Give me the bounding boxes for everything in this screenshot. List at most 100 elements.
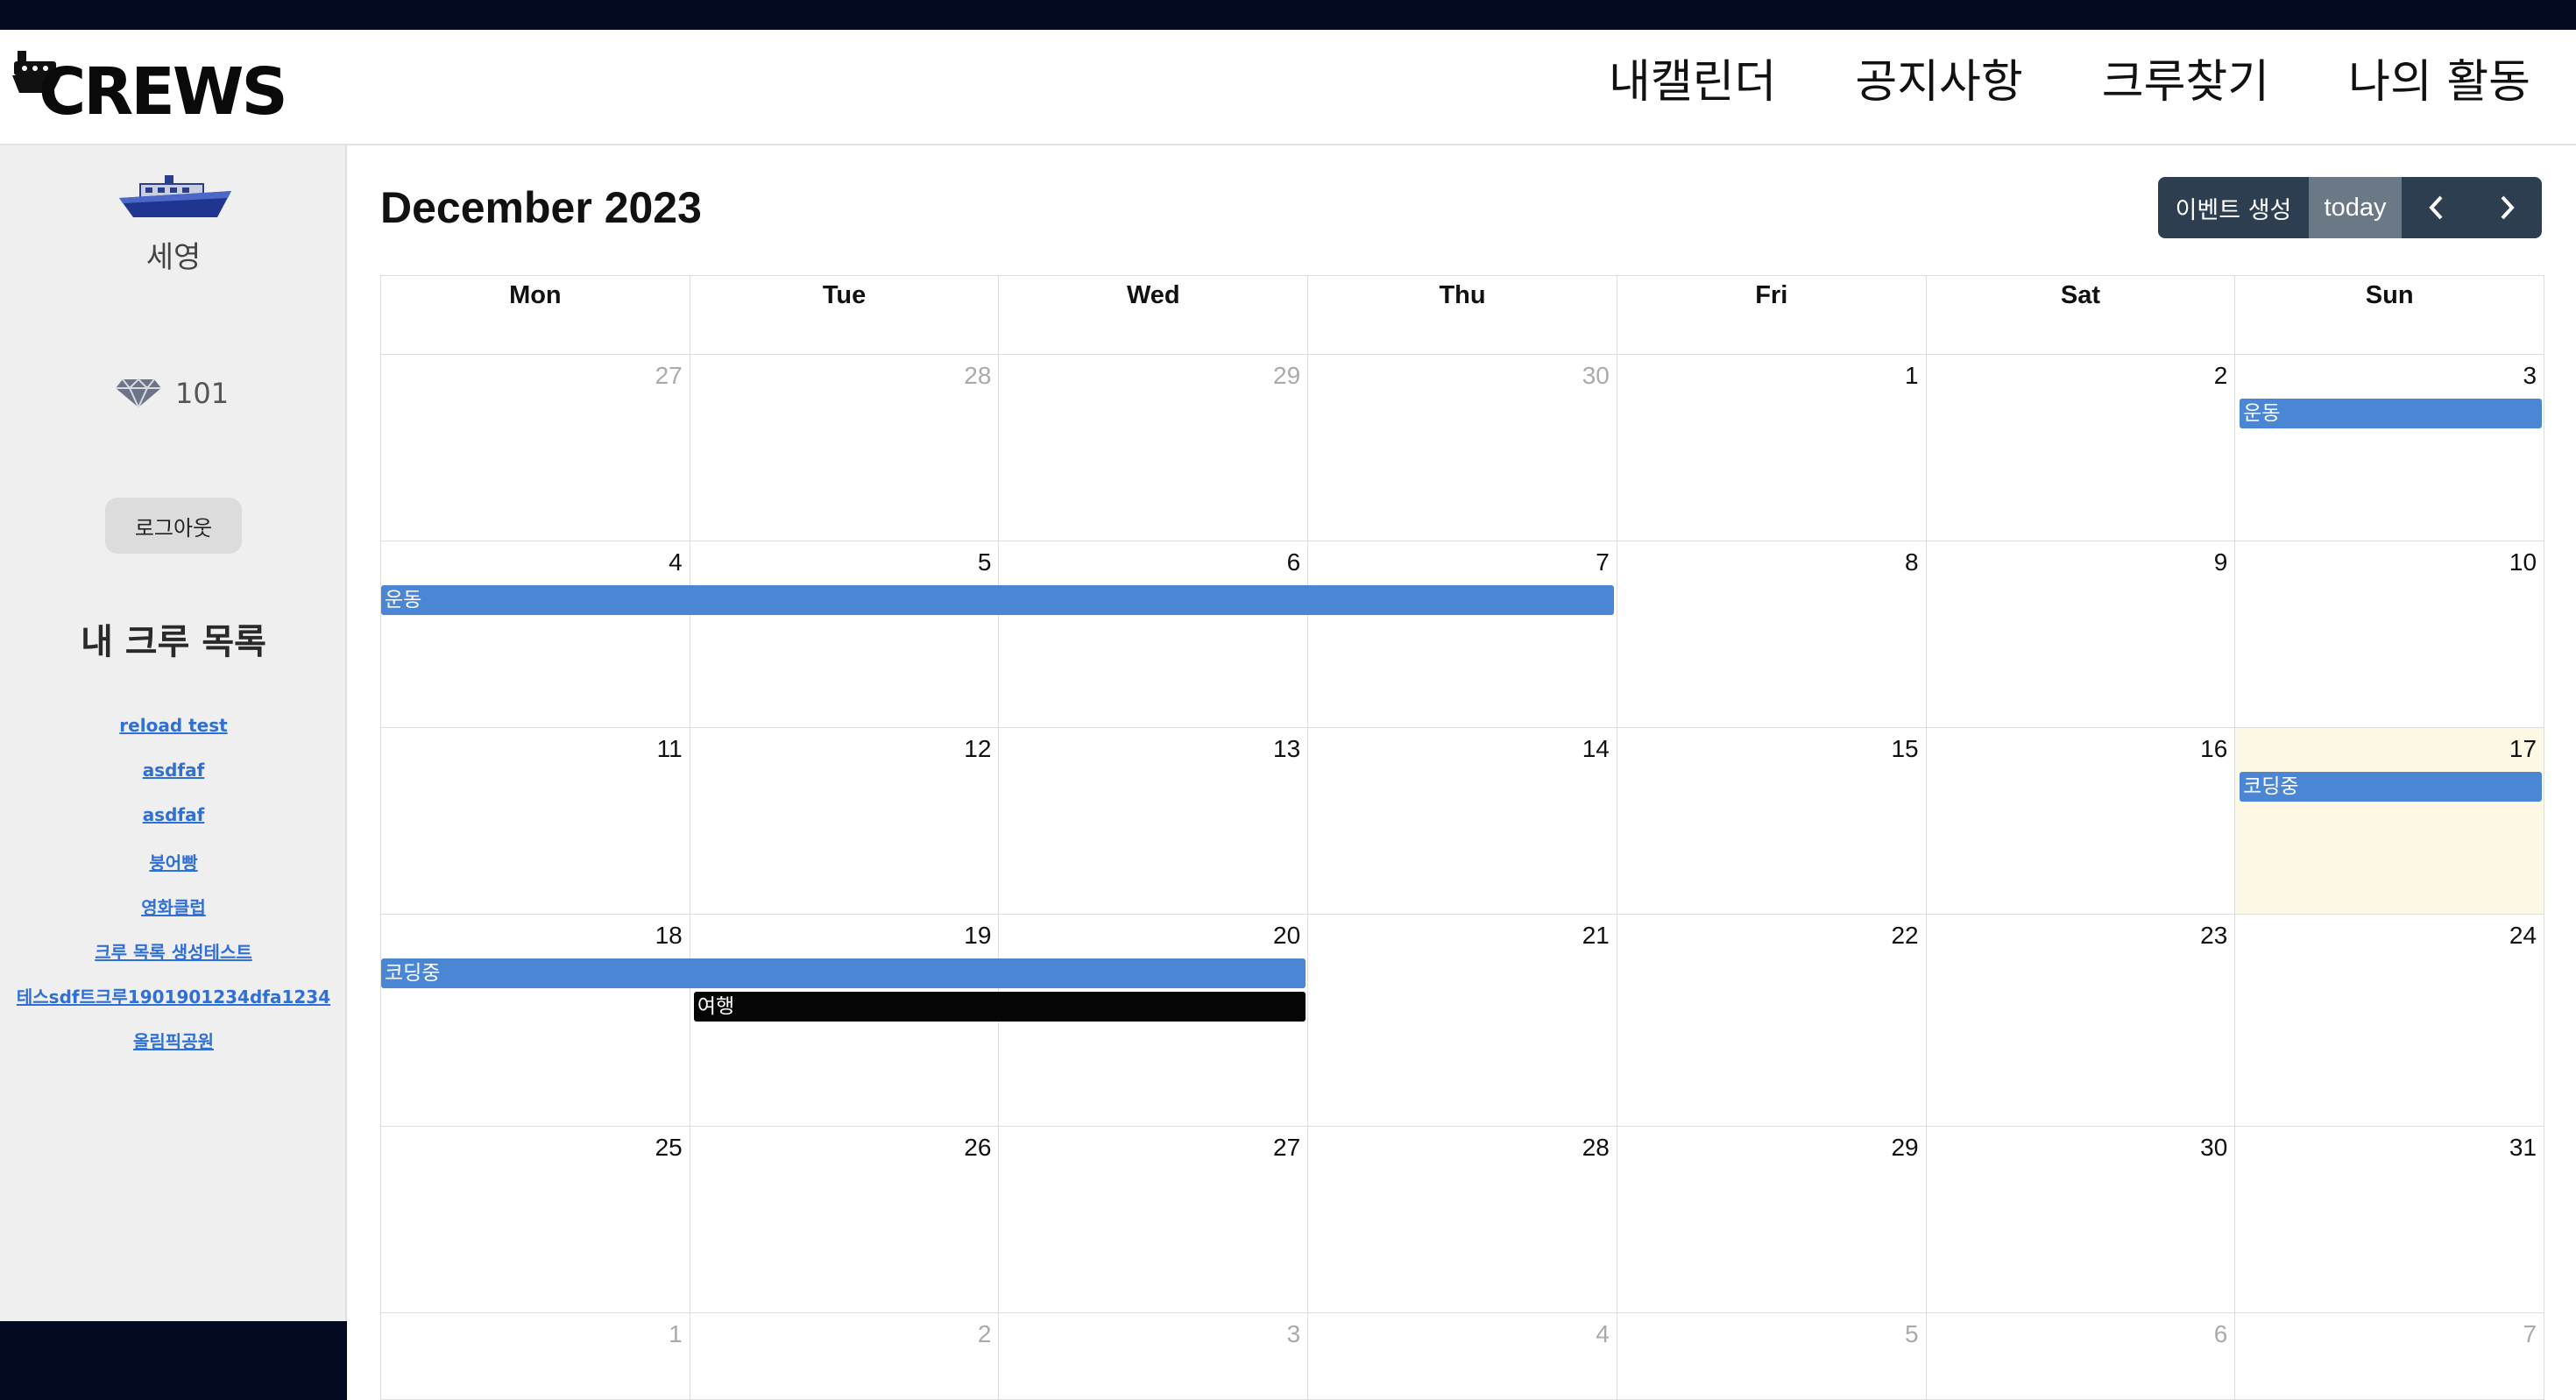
crew-link[interactable]: asdfaf xyxy=(142,760,205,781)
day-cell[interactable]: 22 xyxy=(1617,915,1927,1127)
day-cell[interactable]: 31 xyxy=(2235,1127,2545,1313)
day-cell[interactable]: 3 xyxy=(2235,355,2545,541)
prev-month-button[interactable] xyxy=(2402,177,2472,238)
day-number[interactable]: 3 xyxy=(2523,362,2537,389)
day-cell[interactable]: 5 xyxy=(1617,1313,1927,1400)
crew-link[interactable]: 올림픽공원 xyxy=(133,1031,214,1052)
crew-link[interactable]: 테스sdf트크루1901901234dfa1234 xyxy=(16,986,331,1008)
day-cell[interactable]: 20 xyxy=(999,915,1309,1127)
day-number[interactable]: 9 xyxy=(2213,548,2228,576)
day-number[interactable]: 8 xyxy=(1905,548,1919,576)
day-number[interactable]: 29 xyxy=(1891,1134,1919,1161)
day-number[interactable]: 31 xyxy=(2509,1134,2537,1161)
crew-link[interactable]: reload test xyxy=(119,715,228,736)
day-cell[interactable]: 1 xyxy=(381,1313,690,1400)
day-cell[interactable]: 12 xyxy=(690,728,1000,915)
day-number[interactable]: 14 xyxy=(1582,735,1610,762)
day-cell[interactable]: 3 xyxy=(999,1313,1309,1400)
day-number[interactable]: 2 xyxy=(977,1320,992,1347)
logout-button[interactable]: 로그아웃 xyxy=(105,498,242,554)
day-number[interactable]: 1 xyxy=(669,1320,683,1347)
calendar-event[interactable]: 운동 xyxy=(381,585,1615,615)
day-number[interactable]: 28 xyxy=(1582,1134,1610,1161)
logo[interactable]: CREWS xyxy=(12,39,288,135)
day-cell[interactable]: 28 xyxy=(1308,1127,1617,1313)
day-cell[interactable]: 30 xyxy=(1926,1127,2236,1313)
day-number[interactable]: 1 xyxy=(1905,362,1919,389)
nav-find-crew[interactable]: 크루찾기 xyxy=(2101,56,2270,109)
day-cell[interactable]: 26 xyxy=(690,1127,1000,1313)
day-cell[interactable]: 14 xyxy=(1308,728,1617,915)
crew-link[interactable]: 붕어빵 xyxy=(149,852,198,873)
day-number[interactable]: 28 xyxy=(964,362,992,389)
day-number[interactable]: 21 xyxy=(1582,922,1610,949)
nav-my-activity[interactable]: 나의 활동 xyxy=(2348,56,2530,109)
calendar-event[interactable]: 코딩중 xyxy=(2240,772,2542,802)
day-cell[interactable]: 7 xyxy=(1308,541,1617,728)
nav-my-calendar[interactable]: 내캘린더 xyxy=(1608,56,1777,109)
day-number[interactable]: 7 xyxy=(1596,548,1610,576)
day-number[interactable]: 2 xyxy=(2213,362,2228,389)
day-cell[interactable]: 18 xyxy=(381,915,690,1127)
day-cell[interactable]: 4 xyxy=(1308,1313,1617,1400)
day-number[interactable]: 4 xyxy=(1596,1320,1610,1347)
day-number[interactable]: 13 xyxy=(1273,735,1301,762)
day-number[interactable]: 15 xyxy=(1891,735,1919,762)
day-number[interactable]: 30 xyxy=(1582,362,1610,389)
day-cell[interactable]: 13 xyxy=(999,728,1309,915)
day-cell[interactable]: 30 xyxy=(1308,355,1617,541)
day-number[interactable]: 19 xyxy=(964,922,992,949)
day-number[interactable]: 3 xyxy=(1286,1320,1301,1347)
day-cell[interactable]: 8 xyxy=(1617,541,1927,728)
create-event-button[interactable]: 이벤트 생성 xyxy=(2158,177,2309,238)
day-number[interactable]: 6 xyxy=(1286,548,1301,576)
day-number[interactable]: 5 xyxy=(1905,1320,1919,1347)
day-cell[interactable]: 9 xyxy=(1926,541,2236,728)
day-cell[interactable]: 2 xyxy=(1926,355,2236,541)
day-number[interactable]: 11 xyxy=(656,735,683,762)
day-cell[interactable]: 16 xyxy=(1926,728,2236,915)
crew-link[interactable]: 크루 목록 생성테스트 xyxy=(95,942,252,963)
day-cell[interactable]: 6 xyxy=(999,541,1309,728)
calendar-event[interactable]: 코딩중 xyxy=(381,958,1306,988)
day-cell[interactable]: 17 xyxy=(2235,728,2545,915)
day-cell[interactable]: 4 xyxy=(381,541,690,728)
day-number[interactable]: 22 xyxy=(1891,922,1919,949)
day-cell[interactable]: 27 xyxy=(999,1127,1309,1313)
day-cell[interactable]: 29 xyxy=(1617,1127,1927,1313)
day-number[interactable]: 4 xyxy=(669,548,683,576)
today-button[interactable]: today xyxy=(2309,177,2402,238)
day-cell[interactable]: 11 xyxy=(381,728,690,915)
day-number[interactable]: 26 xyxy=(964,1134,992,1161)
day-number[interactable]: 27 xyxy=(1273,1134,1301,1161)
day-number[interactable]: 20 xyxy=(1273,922,1301,949)
day-cell[interactable]: 15 xyxy=(1617,728,1927,915)
day-cell[interactable]: 7 xyxy=(2235,1313,2545,1400)
day-number[interactable]: 24 xyxy=(2509,922,2537,949)
calendar-event[interactable]: 운동 xyxy=(2240,399,2542,428)
day-number[interactable]: 23 xyxy=(2200,922,2228,949)
day-cell[interactable]: 23 xyxy=(1926,915,2236,1127)
day-number[interactable]: 29 xyxy=(1273,362,1301,389)
day-cell[interactable]: 25 xyxy=(381,1127,690,1313)
day-number[interactable]: 18 xyxy=(655,922,683,949)
day-cell[interactable]: 1 xyxy=(1617,355,1927,541)
day-number[interactable]: 16 xyxy=(2200,735,2228,762)
day-cell[interactable]: 27 xyxy=(381,355,690,541)
day-cell[interactable]: 6 xyxy=(1926,1313,2236,1400)
day-number[interactable]: 5 xyxy=(977,548,992,576)
day-number[interactable]: 25 xyxy=(655,1134,683,1161)
day-number[interactable]: 27 xyxy=(655,362,683,389)
day-number[interactable]: 30 xyxy=(2200,1134,2228,1161)
day-cell[interactable]: 21 xyxy=(1308,915,1617,1127)
day-number[interactable]: 6 xyxy=(2213,1320,2228,1347)
day-cell[interactable]: 2 xyxy=(690,1313,1000,1400)
crew-link[interactable]: asdfaf xyxy=(142,804,205,825)
day-number[interactable]: 7 xyxy=(2523,1320,2537,1347)
day-number[interactable]: 10 xyxy=(2509,548,2537,576)
day-cell[interactable]: 24 xyxy=(2235,915,2545,1127)
day-cell[interactable]: 10 xyxy=(2235,541,2545,728)
calendar-event[interactable]: 여행 xyxy=(693,992,1306,1022)
next-month-button[interactable] xyxy=(2472,177,2542,238)
day-number[interactable]: 12 xyxy=(964,735,992,762)
